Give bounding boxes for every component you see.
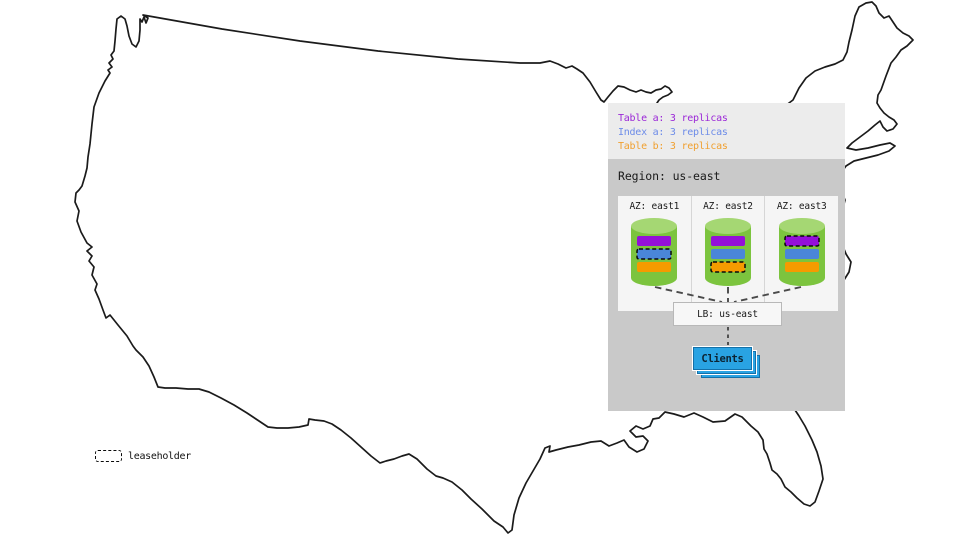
az-east3-label: AZ: east3 xyxy=(776,201,827,212)
topology-panel: Table a: 3 replicas Index a: 3 replicas … xyxy=(608,103,845,411)
leaseholder-swatch-icon xyxy=(95,450,122,462)
clients-stack: Clients xyxy=(692,346,763,381)
replica-legend: Table a: 3 replicas Index a: 3 replicas … xyxy=(608,103,845,159)
replica-bar-table-b xyxy=(637,262,672,272)
replica-bar-table-b xyxy=(784,262,819,272)
database-cylinder-icon xyxy=(631,218,678,286)
az-east1: AZ: east1 xyxy=(618,196,692,311)
replica-bar-table-b-leaseholder xyxy=(710,261,746,273)
us-outline-path xyxy=(74,1,914,534)
replica-bar-table-a xyxy=(637,236,672,246)
load-balancer-label: LB: us-east xyxy=(697,308,758,320)
az-container: AZ: east1 AZ: east2 xyxy=(618,196,838,311)
replica-bar-index-a xyxy=(784,249,819,259)
az-east2: AZ: east2 xyxy=(692,196,766,311)
database-cylinder-icon xyxy=(778,218,825,286)
replica-bar-table-a-leaseholder xyxy=(783,235,820,247)
leaseholder-label: leaseholder xyxy=(128,450,191,462)
az-east3: AZ: east3 xyxy=(765,196,838,311)
legend-table-b: Table b: 3 replicas xyxy=(618,141,728,152)
load-balancer-box: LB: us-east xyxy=(673,302,782,326)
replica-bar-table-a xyxy=(711,236,745,246)
clients-label: Clients xyxy=(701,352,744,365)
legend-index-a: Index a: 3 replicas xyxy=(618,127,728,138)
legend-table-a: Table a: 3 replicas xyxy=(618,113,728,124)
leaseholder-key: leaseholder xyxy=(95,450,191,462)
region-us-east: Region: us-east AZ: east1 AZ: east2 xyxy=(608,159,845,411)
region-title: Region: us-east xyxy=(618,169,721,183)
clients-box: Clients xyxy=(692,346,753,371)
az-east1-label: AZ: east1 xyxy=(629,201,680,212)
replica-bar-index-a xyxy=(711,249,745,259)
replica-bar-index-a-leaseholder xyxy=(636,248,673,260)
az-east2-label: AZ: east2 xyxy=(703,201,753,212)
database-cylinder-icon xyxy=(705,218,751,286)
